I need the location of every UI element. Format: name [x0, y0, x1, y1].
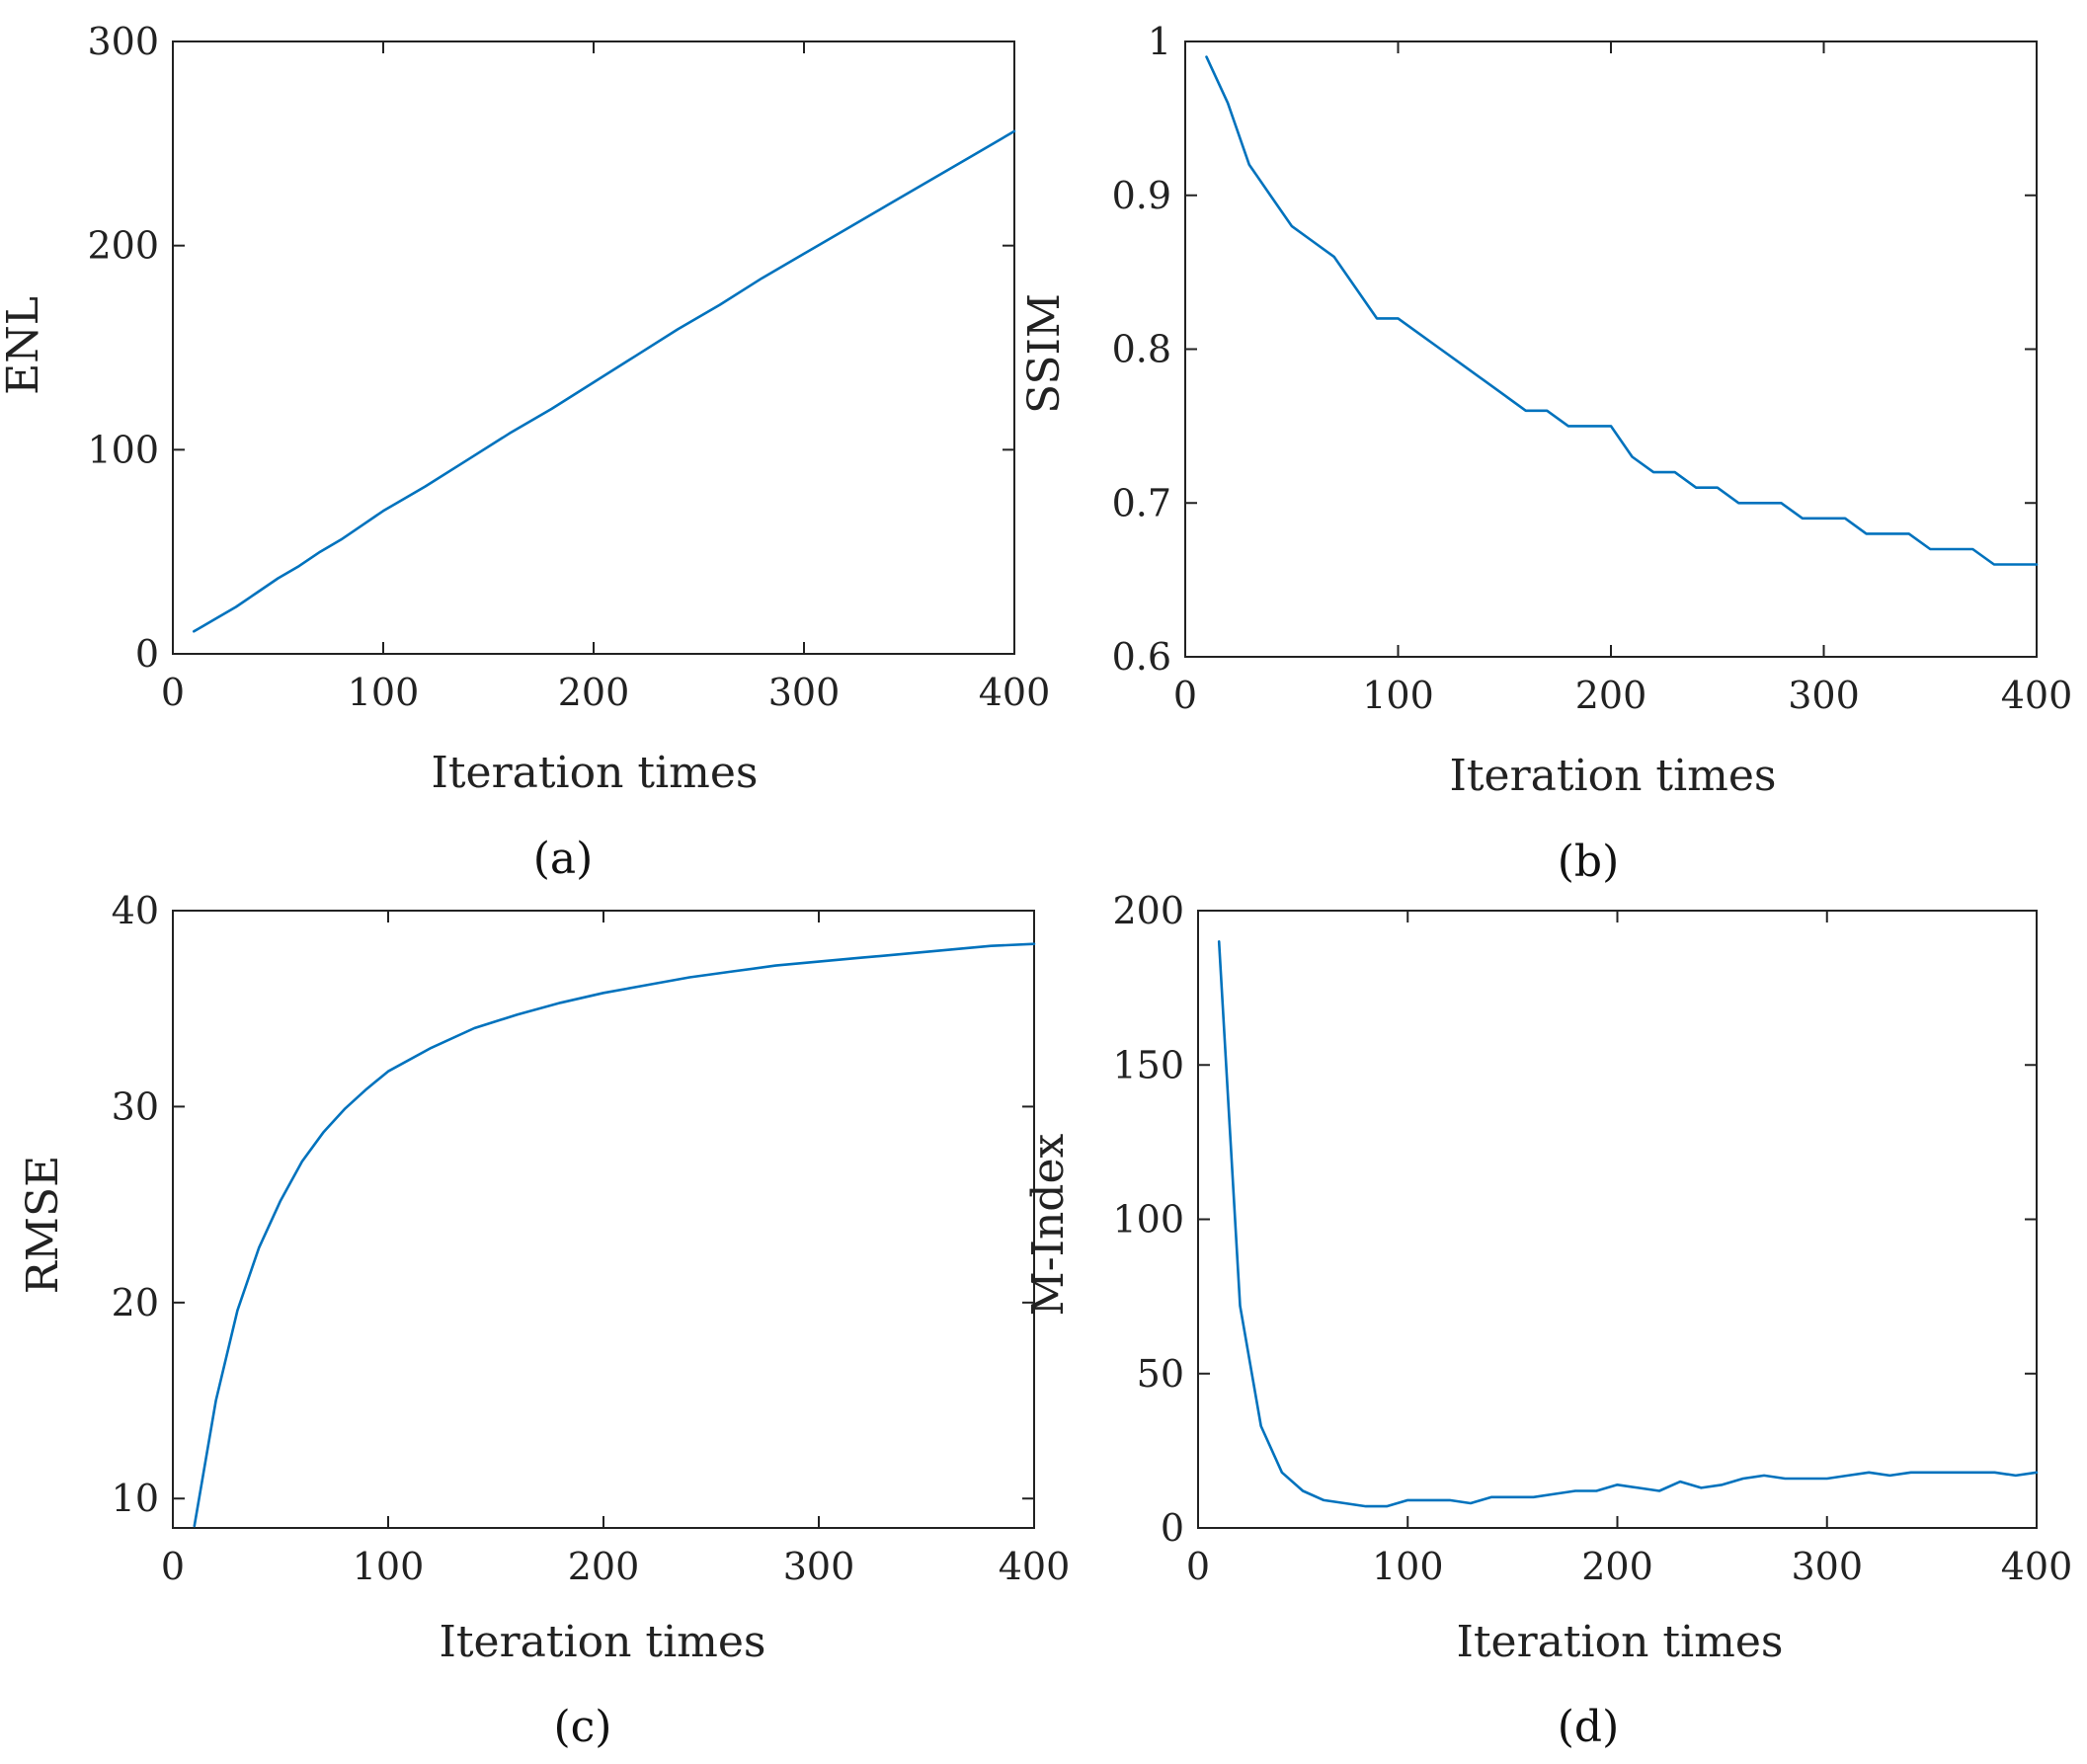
panel-b-axes-frame	[1184, 40, 2038, 658]
panel-c-xlabel: Iteration times	[439, 1617, 765, 1667]
panel-a-xtick-label: 0	[161, 671, 185, 714]
panel-b: SSIM Iteration times (b) 0 100 200 300 400 0.…	[1019, 20, 2072, 887]
panel-d-ytick-label: 0	[1161, 1506, 1184, 1550]
panel-c: RMSE Iteration times (c) 0 100 200 300 400 10…	[18, 889, 1070, 1752]
panel-a-ytick-label: 100	[87, 428, 159, 471]
panel-b-ytick-label: 1	[1148, 20, 1171, 63]
panel-c-xtick-label: 300	[783, 1545, 855, 1588]
panel-d-xtick-label: 200	[1581, 1545, 1653, 1588]
panel-a-series-line	[193, 129, 1016, 633]
panel-a-ytick-label: 200	[87, 224, 159, 268]
panel-a-xtick-label: 300	[768, 671, 841, 714]
panel-b-xtick-label: 300	[1788, 674, 1860, 717]
panel-a-caption: (a)	[533, 834, 594, 884]
panel-c-axes-frame	[172, 910, 1035, 1529]
panel-a-xlabel: Iteration times	[431, 748, 758, 798]
panel-c-ytick-label: 30	[112, 1084, 159, 1128]
panel-a-ytick-label: 0	[135, 632, 159, 676]
panel-d-ytick-label: 200	[1112, 889, 1184, 932]
panel-a-ylabel: ENL	[0, 296, 48, 395]
panel-b-xtick-label: 400	[2001, 674, 2073, 717]
panel-b-series-line	[1205, 55, 2039, 566]
panel-c-ylabel: RMSE	[18, 1156, 68, 1294]
panel-d-ytick-label: 50	[1137, 1352, 1184, 1396]
panel-a-xtick-label: 200	[558, 671, 630, 714]
panel-a-xtick-label: 400	[979, 671, 1051, 714]
panel-c-series-line	[193, 942, 1036, 1528]
panel-b-ytick-label: 0.6	[1112, 635, 1171, 679]
panel-d-xtick-label: 0	[1186, 1545, 1210, 1588]
panel-c-ytick-label: 20	[112, 1281, 159, 1324]
panel-d-ytick-label: 100	[1112, 1198, 1184, 1242]
panel-a: ENL Iteration times (a) 0 100 200 300 400 0 10…	[0, 20, 1050, 884]
panel-d-xtick-label: 100	[1372, 1545, 1444, 1588]
panel-a-xtick-label: 100	[348, 671, 420, 714]
panel-d: M-Index Iteration times (d) 0 100 200 300 40…	[1023, 889, 2072, 1752]
panel-c-ytick-label: 40	[112, 889, 159, 932]
panel-d-caption: (d)	[1558, 1702, 1620, 1752]
panel-d-series-line	[1217, 939, 2039, 1508]
panel-c-xtick-label: 100	[353, 1545, 425, 1588]
panel-d-axes-frame	[1197, 910, 2038, 1529]
panel-c-caption: (c)	[554, 1702, 612, 1752]
panel-c-ytick-label: 10	[112, 1477, 159, 1520]
panel-c-xtick-label: 200	[568, 1545, 640, 1588]
panel-b-xlabel: Iteration times	[1449, 751, 1776, 801]
panel-a-ytick-label: 300	[87, 20, 159, 63]
panel-d-ytick-label: 150	[1112, 1043, 1184, 1086]
panel-b-xtick-label: 100	[1362, 674, 1434, 717]
panel-a-axes-frame	[172, 40, 1015, 655]
panel-d-xtick-label: 300	[1791, 1545, 1863, 1588]
panel-d-ylabel: M-Index	[1023, 1133, 1074, 1316]
panel-b-ytick-label: 0.7	[1112, 481, 1171, 524]
panel-b-xtick-label: 200	[1575, 674, 1647, 717]
panel-b-ylabel: SSIM	[1019, 293, 1070, 414]
panel-d-xtick-label: 400	[2001, 1545, 2073, 1588]
panel-b-xtick-label: 0	[1173, 674, 1197, 717]
panel-b-ytick-label: 0.9	[1112, 174, 1171, 217]
panel-c-xtick-label: 400	[999, 1545, 1071, 1588]
panel-c-xtick-label: 0	[161, 1545, 185, 1588]
panel-d-xlabel: Iteration times	[1456, 1617, 1783, 1667]
panel-b-ytick-label: 0.8	[1112, 328, 1171, 371]
panel-b-caption: (b)	[1558, 837, 1620, 887]
